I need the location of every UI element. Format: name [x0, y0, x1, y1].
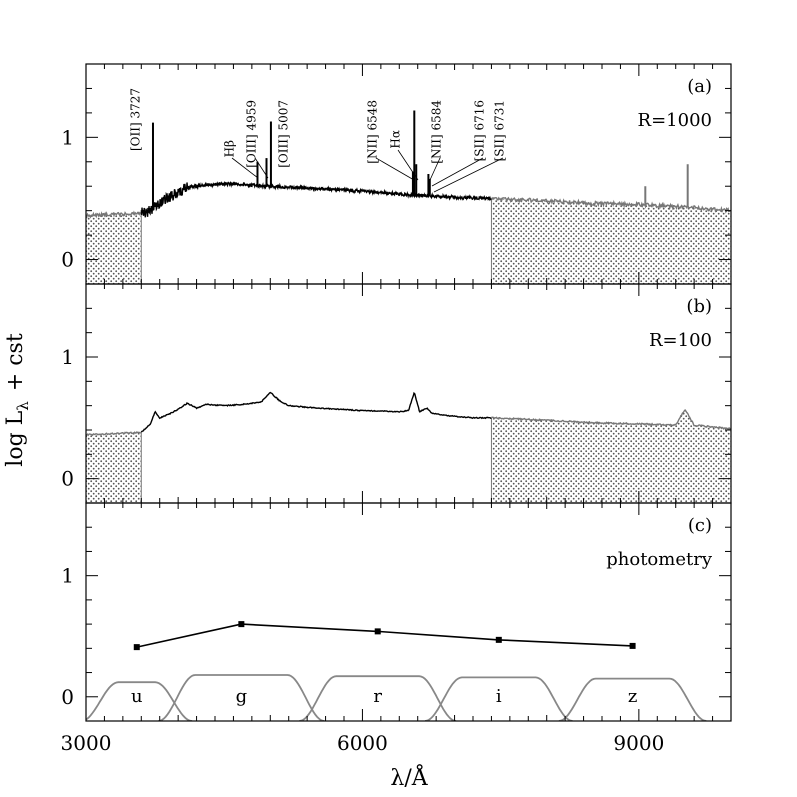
filter-label-r: r [373, 686, 382, 707]
hatch-region [86, 213, 142, 284]
filter-curve-z [558, 677, 707, 721]
x-tick-label: 6000 [337, 731, 388, 755]
svg-text:Hα: Hα [389, 130, 403, 149]
y-tick-label: 0 [61, 685, 74, 709]
label-leader [231, 157, 259, 179]
svg-text:[SII] 6731: [SII] 6731 [493, 100, 507, 161]
filter-curve-g [158, 674, 325, 721]
hatch-region [491, 198, 731, 284]
panel-label-c: (c) [688, 515, 712, 536]
svg-text:[OII] 3727: [OII] 3727 [129, 88, 143, 151]
photometry-point [495, 636, 502, 643]
line-label: [SII] 6731 [493, 100, 507, 161]
panel-label-b: (b) [686, 296, 712, 317]
photometry-point [374, 628, 381, 635]
y-tick-label: 1 [61, 345, 74, 369]
y-axis-label: log Lλ+ cst [3, 333, 32, 467]
svg-text:[NII] 6584: [NII] 6584 [430, 100, 444, 164]
y-tick-label: 0 [61, 248, 74, 272]
line-label: [OII] 3727 [129, 88, 143, 151]
x-tick-label: 3000 [61, 731, 112, 755]
line-label: [OIII] 4959 [245, 100, 259, 168]
svg-text:[OIII] 5007: [OIII] 5007 [277, 100, 291, 168]
line-label: [SII] 6716 [473, 100, 487, 161]
filter-label-u: u [131, 686, 143, 707]
svg-text:[SII] 6716: [SII] 6716 [473, 100, 487, 161]
label-leader [397, 149, 419, 181]
x-axis-label: λ/Å [390, 763, 428, 791]
panel-label-a: (a) [687, 76, 712, 97]
label-leader [375, 157, 415, 181]
spectrum-line [140, 180, 492, 218]
resolution-label-a: R=1000 [638, 110, 712, 131]
svg-text:log Lλ+ cst: log Lλ+ cst [3, 333, 32, 467]
svg-text:[NII] 6548: [NII] 6548 [366, 100, 380, 164]
resolution-label-b: R=100 [649, 330, 712, 351]
spectrum-outside [86, 210, 142, 219]
label-leader [431, 157, 484, 187]
line-label: [NII] 6548 [366, 100, 380, 164]
spectrum-outside [490, 196, 731, 214]
panel-b: 0 1 (b) R=100 [61, 283, 732, 504]
spectrum-outside [491, 409, 731, 431]
panel-c: u g r i z 0 1 (c) photometry [61, 502, 732, 722]
filter-label-i: i [496, 686, 502, 707]
label-leader [433, 157, 504, 193]
y-tick-label: 0 [61, 467, 74, 491]
filter-curve-u [86, 681, 193, 721]
line-label: Hβ [223, 140, 237, 157]
svg-text:Hβ: Hβ [223, 140, 237, 157]
panel-frame [85, 502, 732, 722]
y-tick-label: 1 [61, 564, 74, 588]
spectrum-line [140, 391, 492, 433]
y-tick-label: 1 [61, 125, 74, 149]
label-leader [254, 157, 269, 179]
hatch-region [86, 432, 142, 503]
photometry-line [136, 623, 633, 648]
panel-a: [OII] 3727 Hβ [OIII] 4959 [OIII] 5007 [NII] … [61, 63, 732, 285]
label-leader [429, 157, 441, 181]
svg-text:[OIII] 4959: [OIII] 4959 [245, 100, 259, 168]
photometry-point [133, 644, 140, 651]
line-label: [OIII] 5007 [277, 100, 291, 168]
hatch-region [491, 409, 731, 503]
spectrum-outside [86, 430, 142, 437]
line-label: Hα [389, 130, 403, 149]
filter-label-g: g [236, 686, 248, 707]
photometry-point [238, 621, 245, 628]
filter-label-z: z [628, 686, 637, 707]
photometry-point [629, 642, 636, 649]
x-tick-label: 9000 [613, 731, 664, 755]
line-label: [NII] 6584 [430, 100, 444, 164]
filter-curve-i [424, 676, 573, 721]
resolution-label-c: photometry [606, 549, 713, 570]
filter-curve-r [299, 675, 457, 721]
